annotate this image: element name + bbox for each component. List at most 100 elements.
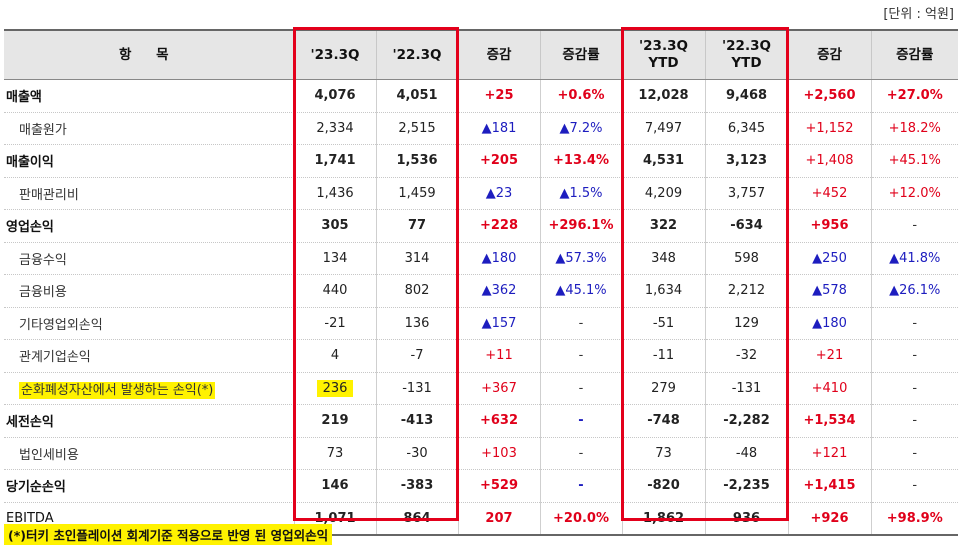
cell-ytd23: 348 [621,241,705,275]
cell-q23: 4,076 [293,79,376,112]
cell-diff: +205 [457,144,540,177]
cell-yrate: +45.1% [870,144,958,177]
unit-label: [단위 : 억원] [883,7,954,22]
cell-rate: +20.0% [539,501,622,536]
row-other-non-operating: 기타영업외손익 -21 136 ▲157 - -51 129 ▲180 - [4,306,958,340]
cell-diff: +367 [457,371,540,405]
header-ytd22-line1: '22.3Q [722,38,771,54]
header-rate: 증감률 [539,29,622,80]
row-revenue: 매출액 4,076 4,051 +25 +0.6% 12,028 9,468 +… [4,79,958,112]
cell-ydiff: ▲250 [787,241,871,275]
header-ytd23-line2: YTD [648,55,679,71]
financial-table: 항 목 '23.3Q '22.3Q 증감 증감률 '23.3Q YTD '22.3… [4,29,958,536]
cell-q23: 73 [293,436,376,470]
cell-ytd23: 322 [621,209,705,242]
cell-q22: -7 [375,339,458,372]
row-label: 세전손익 [4,404,294,437]
cell-diff: 207 [457,501,540,536]
cell-q23: 2,334 [293,111,376,145]
header-item: 항 목 [4,29,294,80]
cell-ytd23: -820 [621,469,705,502]
cell-diff: ▲181 [457,111,540,145]
cell-ytd23: 12,028 [621,79,705,112]
footnote: (*)터키 초인플레이션 회계기준 적용으로 반영 된 영업외손익 [4,524,333,545]
cell-q22: -383 [375,469,458,502]
cell-rate: +0.6% [539,79,622,112]
cell-q23: 146 [293,469,376,502]
cell-ydiff: +1,408 [787,144,871,177]
cell-q22: 2,515 [375,111,458,145]
cell-ytd22: 9,468 [704,79,788,112]
row-sga: 판매관리비 1,436 1,459 ▲23 ▲1.5% 4,209 3,757 … [4,176,958,210]
cell-diff: +228 [457,209,540,242]
row-label: 기타영업외손익 [4,306,294,340]
cell-q23: 4 [293,339,376,372]
cell-ytd22: -2,282 [704,404,788,437]
cell-ydiff: +956 [787,209,871,242]
cell-yrate: +18.2% [870,111,958,145]
row-net-income: 당기순손익 146 -383 +529 - -820 -2,235 +1,415… [4,469,958,502]
cell-rate: ▲1.5% [539,176,622,210]
cell-q23: 1,436 [293,176,376,210]
cell-ytd22: 129 [704,306,788,340]
cell-ytd23: 4,531 [621,144,705,177]
row-label: 금융비용 [4,274,294,307]
cell-yrate: ▲41.8% [870,241,958,275]
cell-diff: ▲180 [457,241,540,275]
row-label: 매출이익 [4,144,294,177]
cell-q22: 77 [375,209,458,242]
cell-yrate: +27.0% [870,79,958,112]
cell-yrate: - [870,404,958,437]
cell-rate: +296.1% [539,209,622,242]
cell-q23: 1,741 [293,144,376,177]
cell-ytd22: 936 [704,501,788,536]
row-label: 매출액 [4,79,294,112]
cell-ydiff: ▲578 [787,274,871,307]
cell-q23: 219 [293,404,376,437]
cell-diff: +103 [457,436,540,470]
cell-ydiff: +1,534 [787,404,871,437]
header-q23: '23.3Q [293,29,376,80]
row-label: 당기순손익 [4,469,294,502]
header-ytd22: '22.3Q YTD [704,29,788,80]
cell-q22: -131 [375,371,458,405]
row-associates: 관계기업손익 4 -7 +11 - -11 -32 +21 - [4,339,958,372]
cell-diff: ▲362 [457,274,540,307]
row-cost-of-sales: 매출원가 2,334 2,515 ▲181 ▲7.2% 7,497 6,345 … [4,111,958,145]
header-ytd22-line2: YTD [731,55,762,71]
cell-ytd22: 598 [704,241,788,275]
cell-ytd22: -48 [704,436,788,470]
row-operating-income: 영업손익 305 77 +228 +296.1% 322 -634 +956 - [4,209,958,242]
cell-ytd22: 3,123 [704,144,788,177]
cell-q22: 802 [375,274,458,307]
cell-ytd23: 73 [621,436,705,470]
cell-ydiff: ▲180 [787,306,871,340]
cell-ytd22: 6,345 [704,111,788,145]
cell-yrate: ▲26.1% [870,274,958,307]
header-row: 항 목 '23.3Q '22.3Q 증감 증감률 '23.3Q YTD '22.3… [4,29,958,80]
row-label: 영업손익 [4,209,294,242]
row-gross-profit: 매출이익 1,741 1,536 +205 +13.4% 4,531 3,123… [4,144,958,177]
cell-ytd22: -32 [704,339,788,372]
cell-ytd23: 279 [621,371,705,405]
cell-q22: -413 [375,404,458,437]
header-ytd23: '23.3Q YTD [621,29,705,80]
cell-rate: - [539,306,622,340]
cell-ytd23: -11 [621,339,705,372]
cell-diff: +25 [457,79,540,112]
row-finance-income: 금융수익 134 314 ▲180 ▲57.3% 348 598 ▲250 ▲4… [4,241,958,275]
cell-q22: 4,051 [375,79,458,112]
cell-rate: ▲7.2% [539,111,622,145]
header-yrate: 증감률 [870,29,958,80]
cell-q22: 1,459 [375,176,458,210]
cell-rate: - [539,404,622,437]
cell-ytd23: -51 [621,306,705,340]
cell-ytd23: -748 [621,404,705,437]
cell-ytd22: -131 [704,371,788,405]
cell-q23-cell: 236 [293,371,376,405]
cell-ytd22: 3,757 [704,176,788,210]
cell-q23: 440 [293,274,376,307]
cell-ydiff: +1,415 [787,469,871,502]
row-label: 금융수익 [4,241,294,275]
cell-ytd23: 7,497 [621,111,705,145]
